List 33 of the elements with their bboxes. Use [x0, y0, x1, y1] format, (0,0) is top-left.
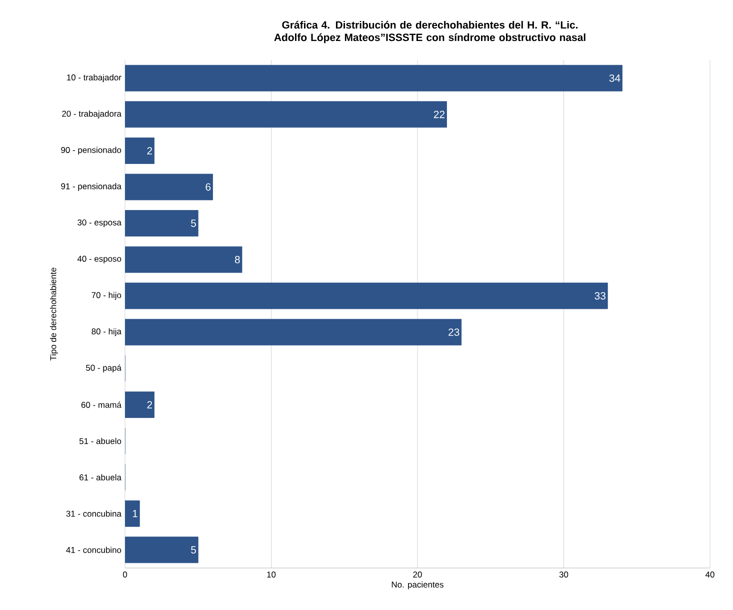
data-label: 5 — [191, 546, 196, 554]
y-tick-label: 31 - concubina — [66, 510, 122, 517]
data-label: 8 — [234, 256, 240, 264]
x-tick-label: 10 — [267, 572, 276, 578]
y-tick-label: 50 - papá — [86, 364, 122, 372]
x-tick-label: 20 — [413, 572, 422, 578]
data-label: 1 — [132, 510, 138, 518]
data-label: 2 — [147, 401, 152, 408]
y-tick-label: 61 - abuela — [80, 474, 122, 480]
y-tick-label: 10 - trabajador — [67, 74, 122, 82]
y-axis-title: Tipo de derechohabiente — [50, 268, 58, 361]
y-tick-label: 91 - pensionada — [61, 183, 122, 191]
y-tick-label: 80 - hija — [92, 328, 122, 336]
y-tick-label: 20 - trabajadora — [62, 110, 122, 118]
data-label: 22 — [434, 110, 445, 118]
data-label: 2 — [147, 147, 152, 154]
data-label: 33 — [594, 292, 606, 300]
y-tick-label: 51 - abuelo — [79, 438, 122, 444]
x-tick-label: 0 — [122, 572, 128, 578]
data-label: 23 — [448, 328, 460, 336]
y-tick-label: 90 - pensionado — [61, 146, 122, 155]
x-tick-label: 40 — [705, 572, 714, 578]
y-tick-label: 41 - concubino — [66, 546, 122, 553]
y-tick-label: 30 - esposa — [78, 219, 122, 228]
x-axis-title: No. pacientes — [392, 581, 444, 590]
data-label: 34 — [609, 74, 620, 82]
chart-title: Gráfica 4. Distribución de derechohabientes del H. R. “Lic. Adolfo López Mateos”ISSSTE con síndrome obstructivo nasal — [274, 20, 586, 44]
x-tick-label: 30 — [559, 572, 568, 578]
y-tick-label: 60 - mamá — [81, 402, 122, 408]
y-tick-label: 70 - hijo — [92, 292, 122, 300]
y-tick-label: 40 - esposo — [77, 256, 122, 264]
data-label: 6 — [206, 183, 211, 191]
data-label: 5 — [191, 220, 196, 227]
